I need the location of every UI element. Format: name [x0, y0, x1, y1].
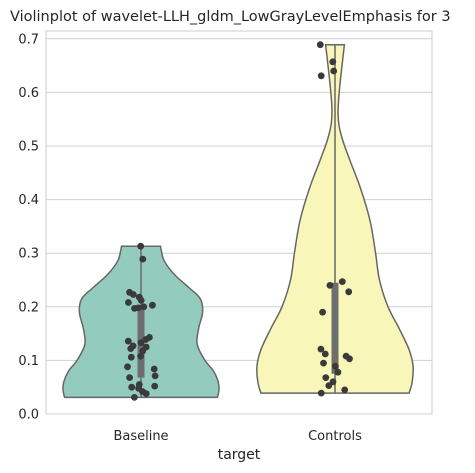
data-point	[137, 297, 145, 304]
data-point	[137, 242, 145, 250]
x-tick-label-controls: Controls	[308, 429, 362, 444]
data-point	[151, 382, 159, 390]
data-point	[338, 278, 346, 285]
data-point	[317, 345, 325, 353]
data-point	[127, 345, 135, 352]
data-point	[321, 350, 329, 358]
data-point	[319, 308, 326, 316]
data-point	[124, 299, 132, 306]
y-tick-label: 0.1	[18, 354, 39, 369]
data-point	[127, 353, 135, 361]
data-point	[346, 355, 353, 363]
data-point	[325, 382, 333, 389]
data-point	[140, 303, 148, 311]
data-point	[124, 337, 132, 345]
data-point	[142, 390, 150, 397]
data-point	[139, 347, 147, 355]
data-point	[129, 291, 137, 298]
data-point	[131, 394, 138, 401]
data-point	[334, 368, 342, 376]
data-point	[126, 374, 133, 381]
data-point	[316, 41, 324, 49]
data-point	[137, 339, 145, 347]
data-points	[124, 41, 353, 401]
x-axis-label: target	[218, 447, 261, 463]
iqr-box-controls	[331, 282, 339, 374]
data-point	[345, 288, 353, 296]
data-point	[329, 58, 337, 66]
data-point	[137, 352, 145, 360]
y-tick-label: 0.3	[18, 247, 39, 262]
data-point	[320, 359, 327, 367]
y-tick-label: 0.6	[18, 86, 39, 101]
data-point	[341, 386, 349, 394]
y-tick-labels: 0.0 0.1 0.2 0.3 0.4 0.5 0.6 0.7	[18, 32, 39, 422]
y-tick-label: 0.4	[18, 193, 39, 208]
x-tick-label-baseline: Baseline	[113, 429, 168, 444]
chart-title: Violinplot of wavelet-LLH_gldm_LowGrayLe…	[10, 9, 451, 25]
data-point	[149, 301, 156, 309]
data-point	[326, 282, 334, 289]
data-point	[139, 255, 147, 263]
data-point	[322, 374, 330, 381]
data-point	[317, 72, 325, 80]
data-point	[332, 362, 339, 370]
y-tick-label: 0.7	[18, 32, 39, 47]
y-tick-label: 0.0	[18, 408, 39, 423]
data-point	[124, 363, 131, 371]
x-tick-labels: Baseline Controls	[113, 429, 362, 444]
data-point	[131, 305, 138, 312]
data-point	[128, 383, 136, 391]
data-point	[150, 365, 158, 373]
y-tick-label: 0.2	[18, 300, 39, 315]
data-point	[151, 372, 159, 380]
y-tick-label: 0.5	[18, 140, 39, 155]
data-point	[330, 67, 338, 75]
data-point	[317, 389, 325, 397]
